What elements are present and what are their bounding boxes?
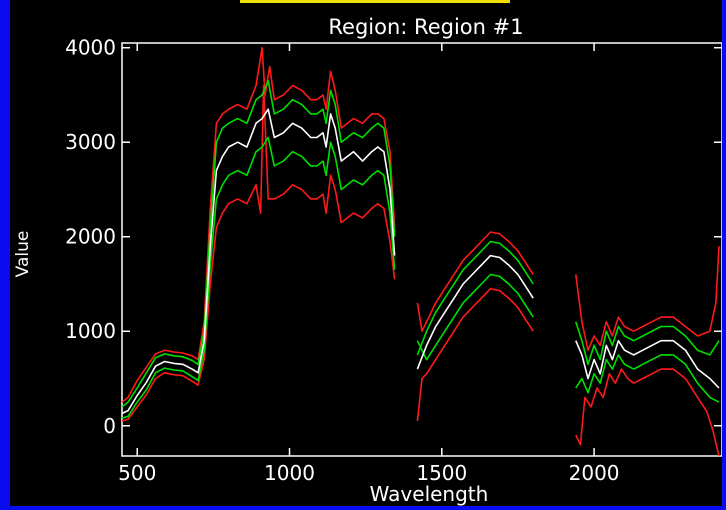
x-axis-label: Wavelength — [370, 482, 489, 506]
x-tick-label-500: 500 — [118, 461, 156, 485]
y-tick-label-0: 0 — [103, 414, 116, 438]
chart-title: Region: Region #1 — [328, 15, 523, 39]
series-min-segment-1 — [121, 84, 396, 422]
series-mean-plus-stdev-segment-3 — [575, 321, 720, 366]
series-min-segment-2 — [416, 287, 534, 422]
x-tick-label-2000: 2000 — [569, 461, 620, 485]
series-min-segment-3 — [575, 368, 720, 457]
series-mean-plus-stdev-segment-1 — [121, 80, 396, 408]
plot-frame — [121, 42, 722, 457]
plot-window: Region: Region #1 500 1000 1500 2000 0 1000 20… — [10, 0, 722, 506]
y-axis-label: Value — [13, 231, 33, 278]
series-layer — [121, 46, 720, 457]
ticks-layer: 500 1000 1500 2000 0 1000 2000 3000 4000 — [65, 36, 722, 485]
series-max-segment-3 — [575, 246, 720, 351]
series-max-segment-1 — [121, 46, 396, 403]
series-mean-segment-3 — [575, 339, 720, 389]
x-tick-label-1000: 1000 — [264, 461, 315, 485]
x-tick-label-1500: 1500 — [416, 461, 467, 485]
series-mean-minus-stdev-segment-1 — [121, 136, 396, 419]
series-mean-segment-2 — [416, 254, 534, 370]
series-mean-minus-stdev-segment-3 — [575, 354, 720, 403]
title-highlight-strip — [240, 0, 510, 3]
series-mean-minus-stdev-segment-2 — [416, 273, 534, 361]
series-max-segment-2 — [416, 231, 534, 332]
y-tick-label-2000: 2000 — [65, 225, 116, 249]
series-mean-segment-1 — [121, 108, 396, 415]
series-mean-plus-stdev-segment-2 — [416, 240, 534, 356]
y-tick-label-4000: 4000 — [65, 36, 116, 60]
y-tick-label-1000: 1000 — [65, 319, 116, 343]
spectral-profile-chart: Region: Region #1 500 1000 1500 2000 0 1000 20… — [13, 15, 722, 506]
y-tick-label-3000: 3000 — [65, 130, 116, 154]
axes — [121, 42, 722, 457]
